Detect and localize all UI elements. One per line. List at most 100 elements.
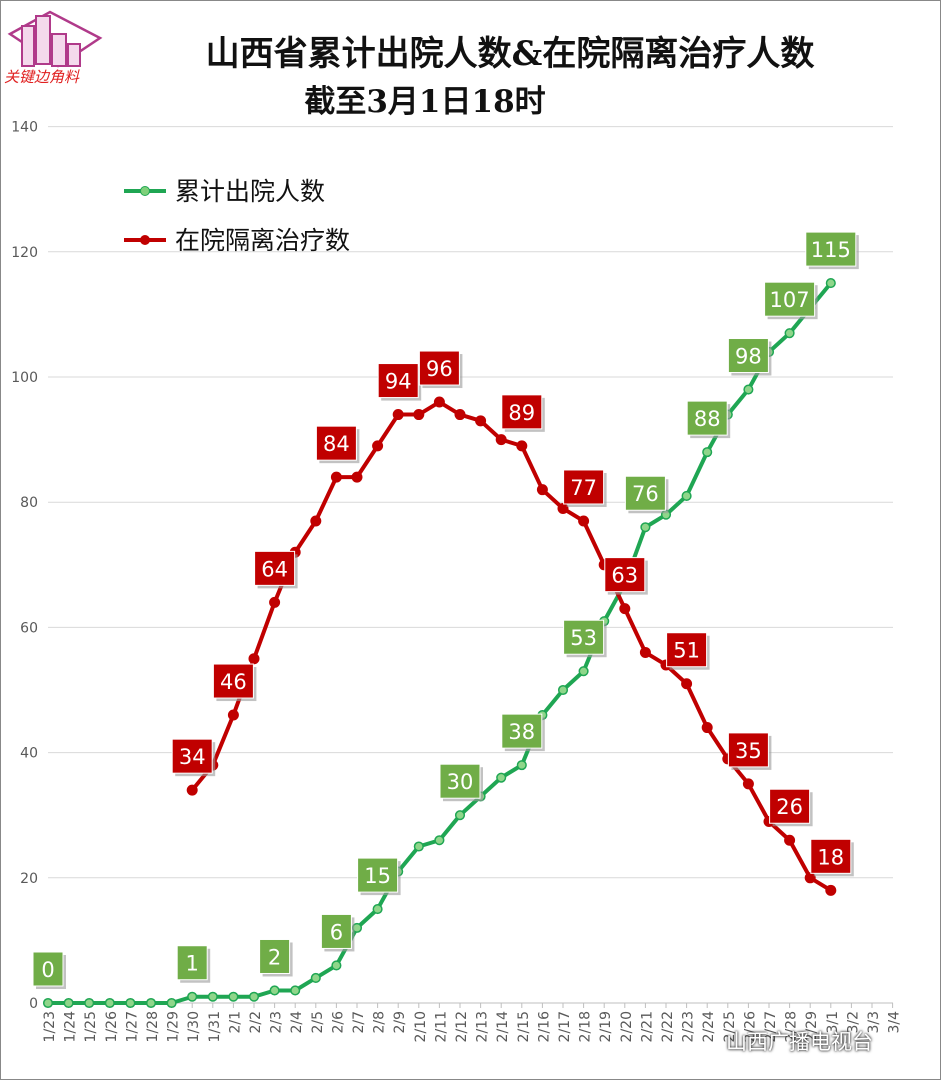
data-point-discharged [825, 278, 836, 289]
x-tick-label: 2/9 [392, 1011, 408, 1034]
data-point-hospitalized [825, 884, 837, 896]
x-tick-label: 2/11 [433, 1011, 449, 1042]
watermark-text: 山西广播电视台 [726, 1030, 873, 1054]
x-tick-label: 3/1 [825, 1011, 841, 1034]
data-point-hospitalized [186, 784, 198, 796]
svg-text:1: 1 [186, 952, 199, 976]
legend-marker-hospitalized [140, 235, 150, 245]
data-point-discharged [63, 997, 74, 1009]
data-point-hospitalized [330, 471, 342, 483]
data-point-discharged [557, 684, 569, 696]
svg-text:2: 2 [268, 945, 281, 969]
svg-text:107: 107 [770, 288, 810, 312]
data-label-discharged: 88 [686, 400, 731, 439]
svg-text:34: 34 [179, 745, 206, 769]
svg-text:96: 96 [426, 357, 453, 381]
svg-text:94: 94 [385, 370, 412, 394]
svg-text:30: 30 [447, 770, 474, 794]
legend-marker-discharged [140, 186, 150, 196]
data-point-discharged [454, 810, 466, 821]
data-point-discharged [578, 666, 589, 677]
x-tick-label: 2/10 [413, 1011, 429, 1042]
x-tick-label: 2/6 [330, 1011, 346, 1034]
data-label-hospitalized: 51 [666, 632, 710, 670]
x-tick-label: 1/28 [145, 1011, 161, 1042]
data-label-hospitalized: 26 [769, 788, 813, 827]
data-point-hospitalized [372, 440, 384, 452]
data-point-discharged [310, 972, 321, 984]
y-tick-label: 20 [20, 871, 38, 887]
data-point-hospitalized [351, 471, 363, 483]
data-label-hospitalized: 35 [727, 732, 772, 770]
data-point-discharged [228, 991, 239, 1002]
data-point-hospitalized [248, 653, 260, 665]
svg-text:38: 38 [508, 720, 535, 744]
x-tick-label: 2/16 [536, 1011, 552, 1043]
data-point-hospitalized [454, 409, 466, 421]
data-label-hospitalized: 77 [563, 469, 607, 507]
data-point-hospitalized [495, 434, 507, 446]
svg-text:64: 64 [261, 557, 288, 581]
x-tick-label: 2/24 [701, 1011, 717, 1043]
data-point-discharged [290, 985, 301, 996]
data-point-hospitalized [536, 484, 548, 496]
x-tick-label: 2/4 [289, 1011, 305, 1034]
svg-text:53: 53 [570, 626, 597, 650]
x-tick-label: 2/7 [351, 1011, 367, 1034]
svg-text:6: 6 [330, 920, 343, 944]
data-point-discharged [702, 447, 713, 458]
x-tick-label: 1/31 [207, 1011, 223, 1042]
data-point-discharged [145, 997, 157, 1009]
data-label-discharged: 98 [727, 338, 772, 376]
y-tick-label: 0 [29, 996, 38, 1012]
x-tick-label: 2/25 [722, 1011, 738, 1042]
svg-text:77: 77 [570, 476, 597, 500]
data-point-hospitalized [433, 396, 445, 408]
x-tick-label: 1/30 [186, 1011, 202, 1042]
legend-label-discharged: 累计出院人数 [175, 177, 325, 206]
chart-subtitle: 截至3月1日18时 [304, 84, 546, 120]
data-point-hospitalized [310, 515, 322, 527]
svg-text:89: 89 [508, 401, 535, 425]
x-tick-label: 2/18 [578, 1011, 594, 1042]
data-label-discharged: 6 [320, 913, 355, 952]
svg-text:26: 26 [776, 795, 803, 819]
x-tick-label: 2/8 [372, 1011, 388, 1034]
chart-title: 山西省累计出院人数&在院隔离治疗人数 [205, 34, 815, 74]
x-tick-label: 1/24 [63, 1011, 79, 1043]
data-label-discharged: 107 [764, 281, 818, 320]
series-line-hospitalized [190, 400, 832, 893]
svg-text:115: 115 [811, 238, 851, 262]
y-tick-label: 120 [11, 245, 38, 261]
svg-text:35: 35 [735, 739, 762, 763]
data-point-hospitalized [804, 872, 816, 884]
svg-text:18: 18 [817, 845, 844, 869]
data-point-hospitalized [619, 603, 631, 615]
x-tick-label: 2/28 [784, 1011, 800, 1042]
data-label-discharged: 1 [176, 945, 211, 983]
x-tick-label: 2/3 [269, 1011, 285, 1034]
svg-text:0: 0 [41, 958, 54, 982]
x-tick-label: 2/14 [495, 1011, 511, 1043]
data-point-discharged [207, 991, 218, 1002]
logo-icon [7, 10, 103, 68]
data-label-hospitalized: 34 [171, 738, 216, 777]
legend-label-hospitalized: 在院隔离治疗数 [175, 226, 350, 255]
x-tick-label: 3/2 [845, 1011, 861, 1034]
data-point-discharged [413, 841, 424, 852]
data-label-discharged: 115 [805, 231, 859, 270]
svg-text:88: 88 [694, 407, 721, 431]
x-tick-label: 3/4 [887, 1011, 903, 1034]
data-point-discharged [372, 904, 383, 915]
data-label-discharged: 2 [259, 938, 293, 977]
data-label-discharged: 38 [501, 713, 545, 752]
data-labels: 0 1 26153038537688981071153446648494968977… [32, 231, 859, 989]
data-point-hospitalized [516, 440, 528, 452]
data-point-hospitalized [742, 778, 754, 790]
svg-text:15: 15 [364, 864, 391, 888]
data-label-hospitalized: 94 [377, 363, 422, 401]
data-label-discharged: 15 [357, 857, 401, 896]
data-label-discharged: 30 [439, 763, 483, 802]
data-point-discharged [166, 997, 177, 1009]
